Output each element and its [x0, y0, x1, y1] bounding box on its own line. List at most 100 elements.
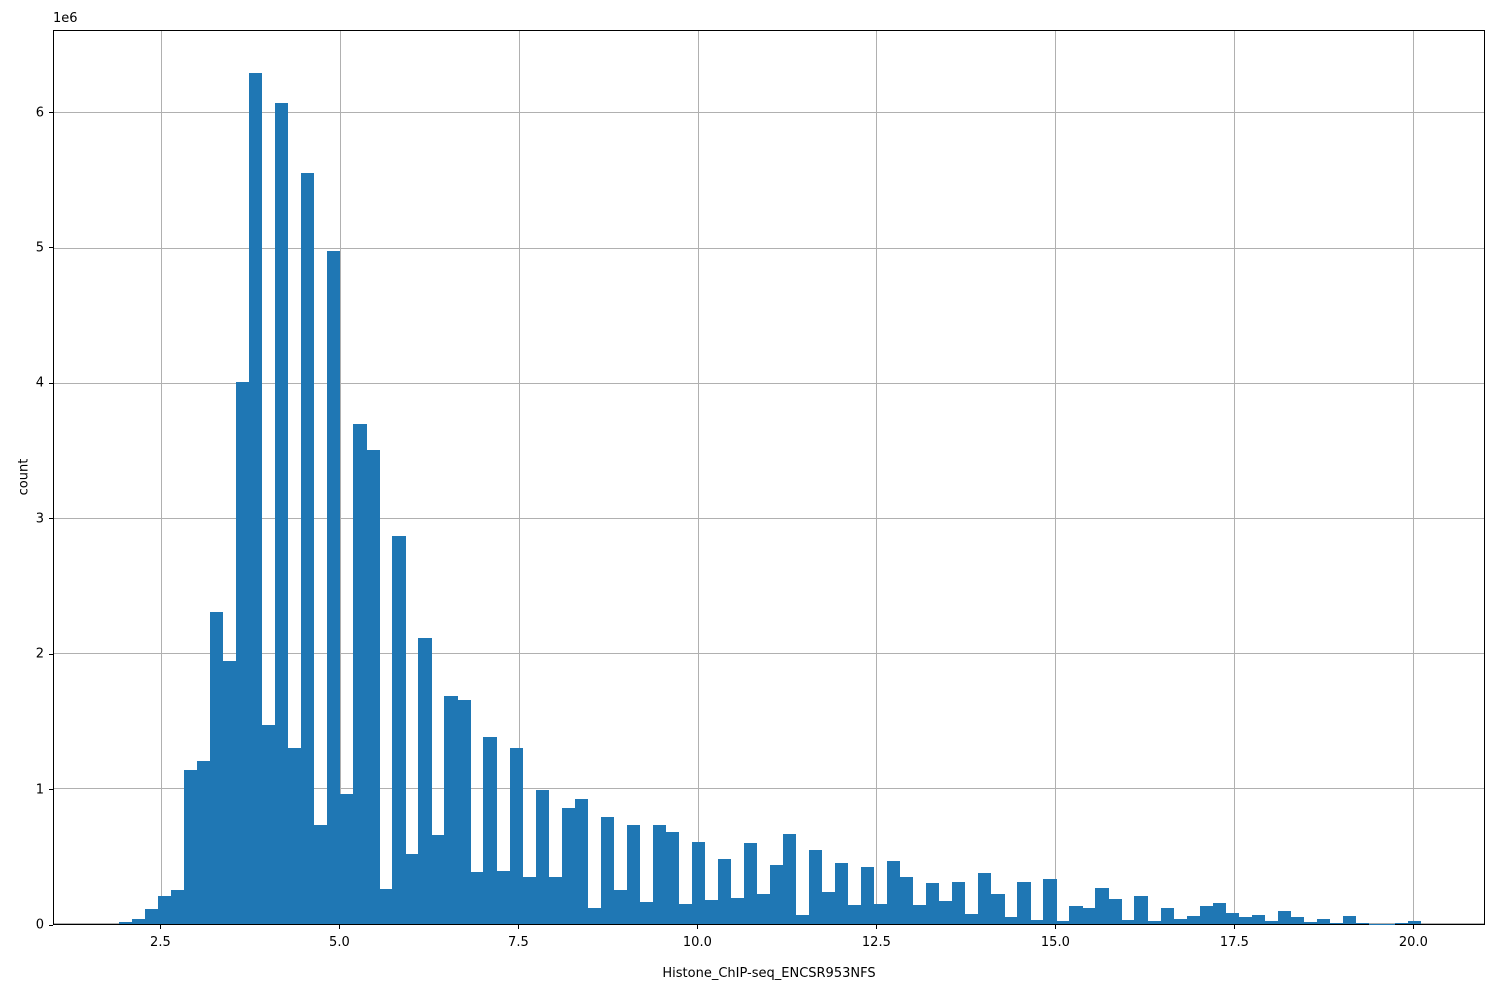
y-tick-label: 1 [35, 782, 44, 798]
x-tick-label: 7.5 [508, 935, 529, 950]
x-tick-mark [696, 925, 698, 929]
histogram-bar [952, 882, 966, 924]
histogram-bar [1238, 916, 1252, 924]
histogram-bar [301, 172, 315, 924]
histogram-bar [691, 841, 706, 924]
histogram-bar [965, 913, 979, 924]
histogram-bar [1043, 879, 1057, 924]
histogram-bar [223, 660, 237, 924]
histogram-bar [887, 861, 901, 924]
histogram-bar [900, 876, 914, 924]
histogram-bar [678, 904, 693, 924]
histogram-bar [808, 849, 823, 924]
x-tick-label: 10.0 [682, 935, 712, 950]
histogram-bar [444, 695, 458, 924]
histogram-bar [848, 905, 862, 924]
histogram-bar [1095, 887, 1109, 924]
y-gridline [54, 517, 1484, 519]
histogram-bar [874, 903, 888, 924]
x-gridline [1055, 31, 1056, 924]
histogram-bar [157, 895, 172, 924]
histogram-bar [1303, 922, 1317, 924]
histogram-bar [340, 794, 354, 924]
y-gridline [54, 787, 1484, 789]
histogram-bar [1355, 923, 1370, 924]
histogram-bar [1251, 914, 1265, 924]
x-tick-label: 5.0 [329, 935, 350, 950]
histogram-bar [743, 842, 758, 924]
histogram-bar [561, 807, 575, 924]
histogram-bar [1277, 910, 1291, 924]
y-gridline [54, 247, 1484, 249]
histogram-bar [1199, 905, 1213, 924]
histogram-bar [1056, 920, 1070, 924]
histogram-bar [405, 853, 419, 924]
histogram-bar [548, 876, 562, 924]
y-tick-mark [49, 112, 53, 114]
y-tick-label: 4 [35, 375, 44, 391]
histogram-bar [184, 770, 198, 924]
y-tick-mark [49, 924, 53, 926]
histogram-bar [144, 909, 159, 924]
bars-layer [54, 31, 1484, 924]
grid-layer [54, 31, 1484, 924]
x-tick-mark [517, 925, 519, 929]
x-tick-label: 15.0 [1040, 935, 1070, 950]
histogram-bar [210, 611, 224, 924]
histogram-bar [730, 898, 745, 924]
histogram-bar [509, 748, 523, 924]
histogram-bar [913, 905, 927, 924]
histogram-bar [626, 825, 640, 924]
histogram-bar [926, 883, 940, 924]
histogram-bar [1264, 921, 1278, 924]
histogram-bar [1394, 923, 1409, 924]
x-tick-mark [1233, 925, 1235, 929]
histogram-bar [327, 251, 341, 924]
histogram-bar [717, 859, 732, 924]
histogram-bar [1407, 920, 1422, 924]
y-tick-mark [49, 382, 53, 384]
histogram-bar [1004, 917, 1018, 924]
histogram-bar [978, 872, 992, 924]
histogram-bar [249, 72, 263, 924]
y-gridline [54, 382, 1484, 384]
histogram-bar [118, 922, 133, 924]
x-gridline [697, 31, 699, 924]
histogram-bar [483, 736, 497, 924]
x-tick-label: 2.5 [150, 935, 171, 950]
histogram-bar [1134, 895, 1148, 924]
histogram-bar [379, 888, 393, 924]
histogram-bar [262, 724, 276, 924]
y-axis-offset-text: 1e6 [53, 11, 78, 26]
x-gridline [518, 31, 520, 924]
x-gridline [161, 31, 163, 924]
histogram-bar [197, 760, 211, 924]
histogram-bar [1212, 903, 1226, 924]
histogram-bar [769, 865, 784, 924]
plot-area [53, 30, 1485, 925]
histogram-bar [1069, 906, 1083, 924]
histogram-bar [353, 424, 367, 924]
histogram-bar [756, 893, 771, 924]
histogram-bar [1329, 922, 1344, 924]
histogram-bar [236, 382, 250, 924]
histogram-bar [1017, 882, 1031, 924]
histogram-bar [366, 449, 380, 924]
histogram-bar [861, 867, 875, 924]
histogram-bar [1342, 916, 1357, 924]
y-tick-label: 2 [35, 646, 44, 662]
x-tick-mark [1054, 925, 1056, 929]
y-tick-label: 3 [35, 511, 44, 527]
histogram-bar [131, 918, 146, 924]
histogram-bar [822, 892, 836, 924]
x-gridline [1233, 31, 1235, 924]
x-tick-mark [159, 925, 161, 929]
histogram-bar [1108, 899, 1122, 924]
histogram-bar [574, 799, 588, 924]
histogram-bar [1121, 919, 1135, 924]
histogram-bar [1082, 908, 1096, 924]
histogram-bar [392, 536, 406, 924]
x-tick-mark [338, 925, 340, 929]
histogram-bar [1186, 915, 1200, 924]
histogram-bar [782, 834, 797, 924]
